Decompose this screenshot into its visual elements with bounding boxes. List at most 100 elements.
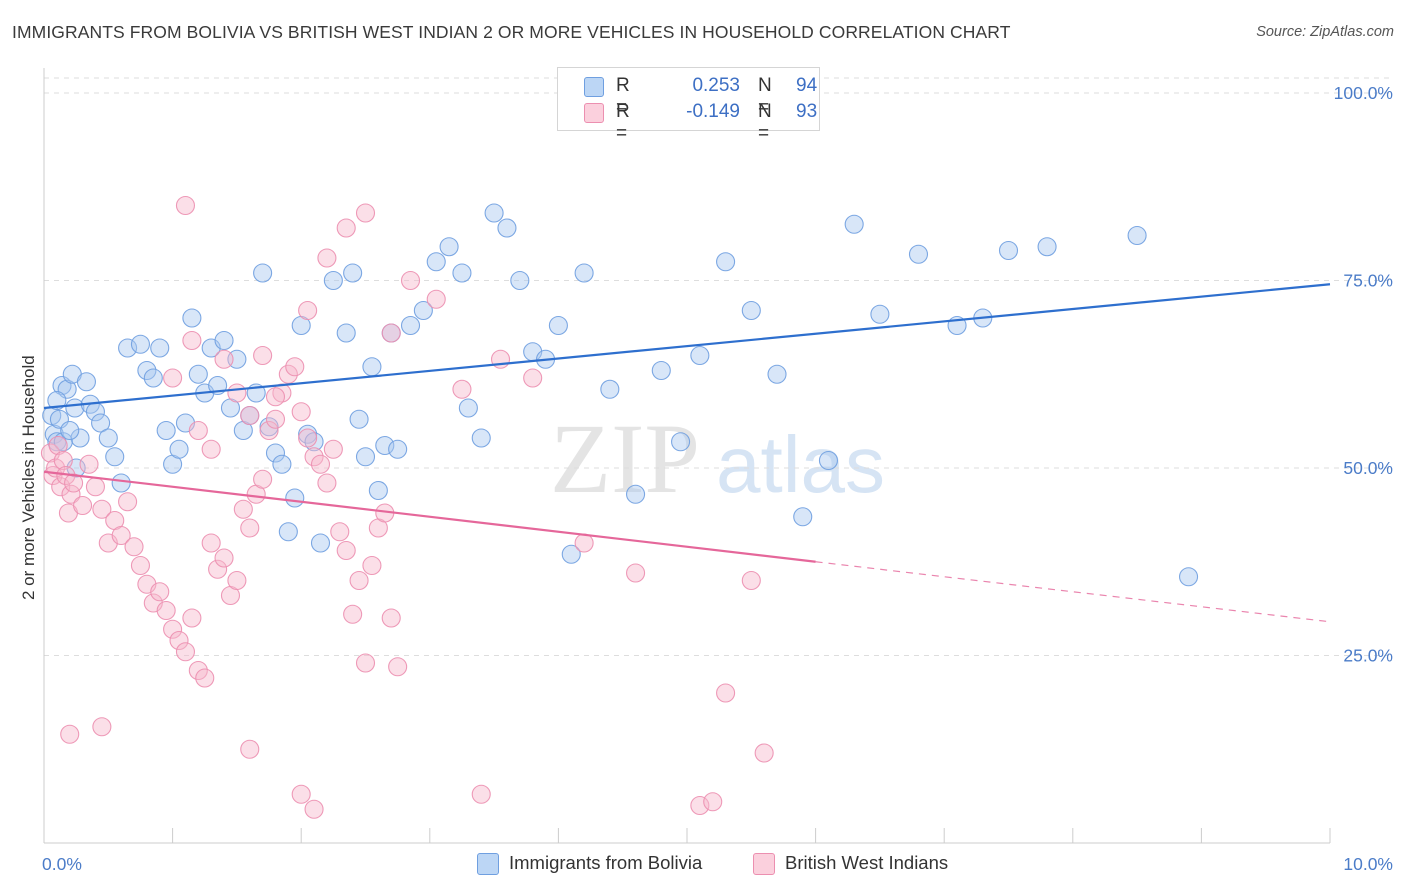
bolivia-trend-line <box>43 283 1331 410</box>
bwi-point <box>381 323 401 343</box>
bolivia-point <box>111 473 131 493</box>
legend-swatch-pink <box>753 853 775 875</box>
bolivia-point <box>818 450 839 471</box>
bwi-point <box>175 195 196 216</box>
bolivia-point <box>349 409 369 429</box>
bolivia-point <box>388 439 408 459</box>
bwi-point <box>304 447 324 467</box>
bolivia-point <box>741 300 761 321</box>
y-tick-label: 25.0% <box>1343 646 1393 666</box>
bolivia-point <box>343 263 363 283</box>
x-tick-label: 0.0% <box>42 854 82 874</box>
bwi-point <box>310 454 331 474</box>
legend-swatch-blue <box>584 77 604 97</box>
bwi-point <box>227 383 247 403</box>
bolivia-point <box>998 240 1019 261</box>
bwi-point <box>201 439 221 459</box>
bolivia-point <box>265 443 286 463</box>
stats-legend: R = 0.253 N = 94 R = -0.149 N = 93 <box>557 67 820 144</box>
y-tick-label: 50.0% <box>1343 458 1393 478</box>
bwi-point <box>61 484 81 504</box>
bwi-point <box>227 570 247 591</box>
bolivia-point <box>336 323 356 343</box>
bolivia-point <box>767 364 787 384</box>
bwi-point <box>163 619 183 639</box>
bwi-point <box>118 492 138 512</box>
bwi-point <box>298 300 318 321</box>
bwi-point <box>208 559 228 579</box>
tick-labels: 25.0% 50.0% 75.0% 100.0% 0.0% 10.0% <box>42 83 1393 874</box>
bolivia-point <box>561 544 581 564</box>
bolivia-point <box>214 330 234 351</box>
bwi-point <box>298 428 318 448</box>
bwi-point <box>60 724 80 744</box>
bolivia-point <box>53 432 73 452</box>
bwi-point <box>388 657 408 677</box>
bwi-point <box>259 420 279 441</box>
bwi-point <box>343 604 363 624</box>
bwi-point <box>48 435 68 456</box>
bwi-point <box>291 784 311 804</box>
bolivia-point <box>1037 237 1057 257</box>
bwi-point <box>253 469 273 489</box>
bolivia-point <box>793 507 813 527</box>
bwi-point <box>124 537 144 557</box>
bwi-point <box>400 270 421 291</box>
bolivia-point <box>510 270 530 291</box>
bwi-point <box>291 402 311 422</box>
y-tick-label: 75.0% <box>1343 271 1393 291</box>
bwi-point <box>169 630 189 651</box>
bwi-point <box>349 570 369 591</box>
bwi-point <box>304 799 324 819</box>
bwi-point <box>355 653 376 673</box>
bolivia-point <box>671 432 691 452</box>
watermark-zip: ZIP <box>550 403 700 514</box>
n-label: N = <box>758 101 772 144</box>
bwi-point <box>426 289 446 309</box>
bolivia-point <box>362 357 382 377</box>
chart-title: IMMIGRANTS FROM BOLIVIA VS BRITISH WEST … <box>12 22 1011 42</box>
bolivia-point <box>574 263 594 283</box>
bwi-point <box>471 784 491 804</box>
bwi-point <box>240 739 260 759</box>
bolivia-point <box>413 300 433 321</box>
bwi-point <box>330 522 350 542</box>
bwi-point <box>111 525 131 546</box>
legend-label-bolivia: Immigrants from Bolivia <box>509 852 703 873</box>
bwi-point <box>265 409 286 429</box>
bwi-point <box>362 555 382 576</box>
watermark: ZIP atlas <box>550 403 885 514</box>
bwi-point <box>188 420 208 441</box>
source-credit: Source: ZipAtlas.com <box>1256 24 1394 40</box>
bolivia-point <box>272 454 292 474</box>
scatter-points <box>40 195 1199 819</box>
bolivia-point <box>91 413 111 433</box>
x-tick-label: 10.0% <box>1343 854 1393 874</box>
bolivia-point <box>439 237 459 257</box>
bwi-point <box>163 368 183 388</box>
r-value-bwi: -0.149 <box>686 101 740 122</box>
bwi-trend-line <box>43 470 816 563</box>
bolivia-point <box>188 364 208 384</box>
bwi-point <box>214 349 234 369</box>
bwi-point <box>233 499 253 519</box>
n-label: N = <box>758 75 772 118</box>
bolivia-point <box>47 390 67 411</box>
bwi-point <box>201 533 221 553</box>
bwi-point <box>240 405 260 426</box>
bwi-point <box>51 477 71 497</box>
y-axis-label: 2 or more Vehicles in Household <box>19 355 38 600</box>
bwi-point <box>703 792 723 812</box>
watermark-atlas: atlas <box>716 420 885 509</box>
bolivia-point <box>105 447 125 467</box>
bolivia-point <box>137 360 157 381</box>
bolivia-point <box>143 368 163 388</box>
bwi-point <box>626 563 646 583</box>
bolivia-point <box>497 218 517 238</box>
bolivia-point <box>156 420 176 441</box>
bolivia-point <box>323 270 343 291</box>
bwi-point <box>73 495 93 516</box>
bolivia-point <box>844 214 864 234</box>
bolivia-point <box>278 522 298 542</box>
